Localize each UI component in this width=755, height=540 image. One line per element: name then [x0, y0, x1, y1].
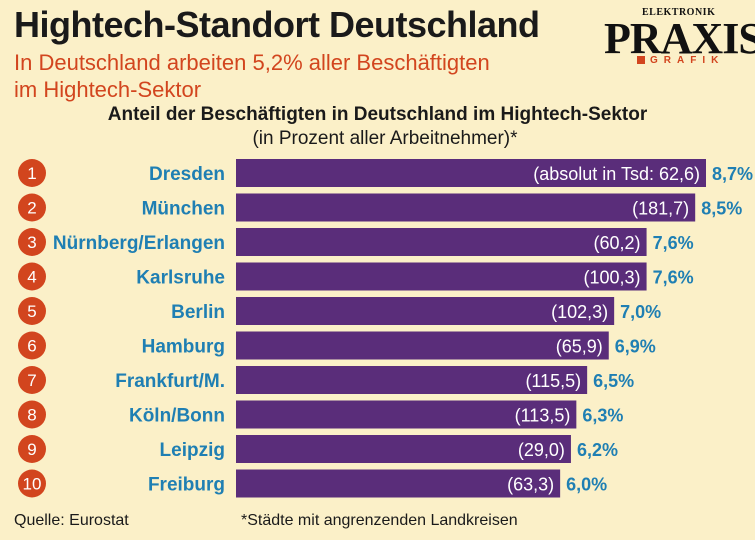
bar-absolute-label: (102,3) [551, 302, 608, 322]
category-label: München [142, 199, 225, 220]
bar-1 [236, 159, 706, 187]
rank-badge-5 [18, 297, 46, 325]
category-label: Karlsruhe [136, 268, 225, 289]
rank-number: 2 [27, 199, 36, 218]
source-note: Quelle: Eurostat [14, 512, 129, 529]
value-label: 6,5% [593, 371, 634, 391]
bar-absolute-label: (113,5) [515, 406, 571, 426]
chart-subtitle: (in Prozent aller Arbeitnehmer)* [252, 128, 518, 149]
logo-top-text: ELEKTRONIK [642, 7, 716, 18]
rank-number: 8 [27, 406, 36, 425]
value-label: 7,6% [653, 268, 694, 288]
rank-badge-7 [18, 366, 46, 394]
bar-8 [236, 400, 577, 429]
bar-absolute-label: (181,7) [632, 199, 689, 219]
rank-badge-10 [18, 469, 46, 498]
category-label: Köln/Bonn [129, 406, 225, 427]
value-label: 7,6% [653, 233, 694, 253]
category-label: Berlin [171, 302, 225, 323]
logo-main-text: PRAXIS [604, 14, 755, 63]
value-label: 6,9% [615, 337, 656, 357]
category-label: Dresden [149, 164, 225, 185]
bar-4 [236, 262, 647, 291]
bar-7 [236, 366, 588, 394]
bar-absolute-label: (absolut in Tsd: 62,6) [533, 164, 700, 184]
value-label: 6,2% [577, 440, 618, 460]
rank-number: 9 [27, 440, 36, 459]
bar-10 [236, 469, 561, 498]
rank-badge-1 [18, 159, 46, 187]
rank-number: 10 [23, 475, 42, 494]
rank-number: 4 [27, 268, 36, 287]
bar-9 [236, 435, 571, 463]
rank-number: 1 [27, 164, 36, 183]
logo-bottom-text: GRAFIK [650, 55, 725, 66]
value-label: 8,5% [701, 199, 742, 219]
bar-absolute-label: (63,3) [507, 475, 554, 495]
bar-absolute-label: (60,2) [594, 233, 641, 253]
bar-absolute-label: (65,9) [556, 337, 603, 357]
value-label: 8,7% [712, 164, 753, 184]
bar-absolute-label: (29,0) [518, 440, 565, 460]
value-label: 6,3% [582, 406, 623, 426]
bar-6 [236, 331, 609, 360]
category-label: Frankfurt/M. [115, 371, 225, 392]
subtitle-line-1: In Deutschland arbeiten 5,2% aller Besch… [14, 50, 490, 75]
bar-5 [236, 297, 615, 325]
category-label: Freiburg [148, 475, 225, 496]
bar-absolute-label: (115,5) [525, 371, 581, 391]
page-title: Hightech-Standort Deutschland [14, 4, 540, 45]
value-label: 7,0% [620, 302, 661, 322]
rank-number: 5 [27, 302, 36, 321]
rank-number: 3 [27, 233, 36, 252]
bar-absolute-label: (100,3) [584, 268, 641, 288]
rank-badge-9 [18, 435, 46, 463]
category-label: Leipzig [160, 440, 225, 461]
logo-accent-square [637, 56, 645, 64]
praxis-logo: ELEKTRONIK PRAXIS GRAFIK [604, 7, 755, 69]
subtitle-line-2: im Hightech-Sektor [14, 77, 202, 102]
category-label: Hamburg [142, 337, 225, 358]
rank-badge-8 [18, 400, 46, 429]
footnote: *Städte mit angrenzenden Landkreisen [241, 512, 518, 529]
rank-badge-3 [18, 228, 46, 256]
bar-2 [236, 193, 696, 222]
rank-badge-6 [18, 331, 46, 360]
rank-badge-4 [18, 262, 46, 291]
chart-title: Anteil der Beschäftigten in Deutschland … [107, 104, 648, 125]
rank-number: 6 [27, 337, 36, 356]
value-label: 6,0% [566, 475, 607, 495]
rank-number: 7 [27, 371, 36, 390]
rank-badge-2 [18, 193, 46, 222]
bar-3 [236, 228, 647, 256]
category-label: Nürnberg/Erlangen [53, 233, 225, 254]
